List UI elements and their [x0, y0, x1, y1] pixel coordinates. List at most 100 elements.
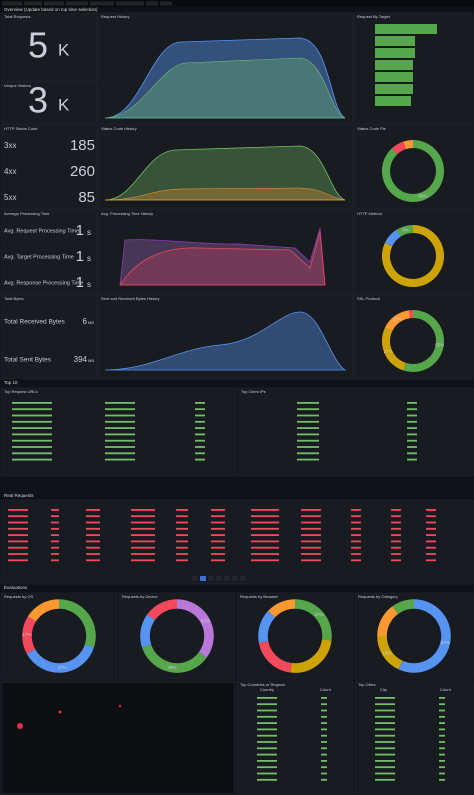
- donut-label: 17%: [23, 632, 32, 637]
- donut-label: 57%: [441, 640, 450, 645]
- cell-text: [407, 408, 417, 411]
- donut-segment: [403, 309, 445, 373]
- cell-text: [321, 722, 327, 724]
- cell-text: [375, 778, 395, 781]
- panel-title: Status Code History: [101, 126, 137, 131]
- cell-text: [321, 766, 327, 769]
- cell-text: [321, 753, 327, 756]
- table-header[interactable]: Country: [260, 687, 274, 692]
- stat-unit: MB: [88, 358, 94, 363]
- cell-text: [426, 515, 436, 518]
- stat-value: 185: [70, 137, 95, 154]
- donut-segment: [147, 599, 178, 621]
- request-by-target-bars: [375, 24, 437, 106]
- cell-text: [251, 559, 279, 562]
- cell-text: [86, 509, 100, 511]
- cell-text: [8, 509, 28, 511]
- stat-value: 1: [76, 222, 84, 239]
- panel-title: Top Request URLs: [4, 389, 38, 394]
- cell-text: [439, 778, 445, 781]
- request-history-chart: [104, 37, 346, 119]
- donut-segment: [268, 599, 296, 618]
- cell-text: [12, 402, 52, 404]
- table-header[interactable]: Count: [440, 687, 452, 692]
- stat-value: 6: [83, 317, 88, 326]
- cell-text: [351, 527, 361, 530]
- stat-label: Total Sent Bytes: [4, 357, 52, 364]
- cell-text: [439, 722, 445, 724]
- cell-text: [131, 540, 155, 543]
- cell-text: [12, 458, 52, 461]
- cell-text: [257, 709, 277, 712]
- cell-text: [8, 521, 28, 524]
- section-header[interactable]: Real Requests: [4, 493, 34, 498]
- pagination[interactable]: [192, 576, 246, 581]
- cell-text: [211, 546, 225, 549]
- table-header[interactable]: City: [380, 687, 387, 692]
- cell-text: [297, 452, 319, 455]
- stat-unit: s: [87, 228, 91, 237]
- cell-text: [321, 715, 327, 718]
- stat-label: Avg. Response Processing Time: [4, 280, 83, 286]
- top-bar-controls[interactable]: [2, 1, 172, 6]
- cell-text: [257, 760, 277, 762]
- panel-title: Requests by Device: [122, 594, 158, 599]
- cell-text: [439, 697, 445, 699]
- cell-text: [301, 515, 321, 518]
- cell-text: [426, 527, 436, 530]
- stat-unit: K: [58, 40, 70, 59]
- cell-text: [375, 703, 395, 706]
- cell-text: [426, 521, 436, 524]
- cell-text: [211, 527, 225, 530]
- section-header[interactable]: Overview (Update based on top time selec…: [4, 7, 98, 12]
- cell-text: [439, 753, 445, 756]
- cell-text: [51, 553, 59, 555]
- cell-text: [407, 420, 417, 423]
- cell-text: [257, 766, 277, 769]
- cell-text: [8, 546, 28, 549]
- cell-text: [391, 540, 401, 543]
- cell-text: [375, 766, 395, 769]
- cell-text: [131, 559, 155, 562]
- cell-text: [426, 540, 436, 543]
- cell-text: [12, 408, 52, 411]
- cell-text: [407, 433, 417, 436]
- section-header[interactable]: Evaluations: [4, 585, 28, 590]
- cell-text: [297, 439, 319, 442]
- cell-text: [105, 427, 135, 429]
- donut-label: 55%: [435, 342, 444, 347]
- panel-title: Request History: [101, 14, 129, 19]
- cell-text: [195, 452, 205, 455]
- panel-title: Average Processing Time: [4, 211, 50, 216]
- cell-text: [351, 540, 361, 543]
- world-map[interactable]: [2, 683, 234, 793]
- donut-segment: [377, 606, 399, 637]
- donut-segment: [26, 644, 94, 673]
- donut-segment: [258, 610, 276, 643]
- cell-text: [12, 433, 52, 436]
- stat-label: Total Received Bytes: [4, 319, 65, 326]
- cell-text: [211, 521, 225, 524]
- cell-text: [375, 760, 395, 762]
- cell-text: [297, 458, 319, 461]
- cell-text: [257, 778, 277, 781]
- cell-text: [86, 521, 100, 524]
- cell-text: [131, 521, 155, 524]
- donut-label: 35%: [201, 619, 210, 624]
- cell-text: [439, 772, 445, 775]
- cell-text: [439, 715, 445, 718]
- table-header[interactable]: Count: [320, 687, 332, 692]
- cell-text: [439, 734, 445, 737]
- cell-text: [257, 728, 277, 731]
- cell-text: [12, 427, 52, 429]
- cell-text: [251, 534, 279, 536]
- donut-segment: [290, 639, 332, 673]
- cell-text: [426, 534, 436, 536]
- cell-text: [257, 772, 277, 775]
- donut-segment: [381, 327, 407, 371]
- cell-text: [297, 446, 319, 448]
- section-header[interactable]: Top 10: [4, 380, 18, 385]
- donut-label: 27%: [384, 349, 393, 354]
- cell-text: [351, 515, 361, 518]
- cell-text: [8, 527, 28, 530]
